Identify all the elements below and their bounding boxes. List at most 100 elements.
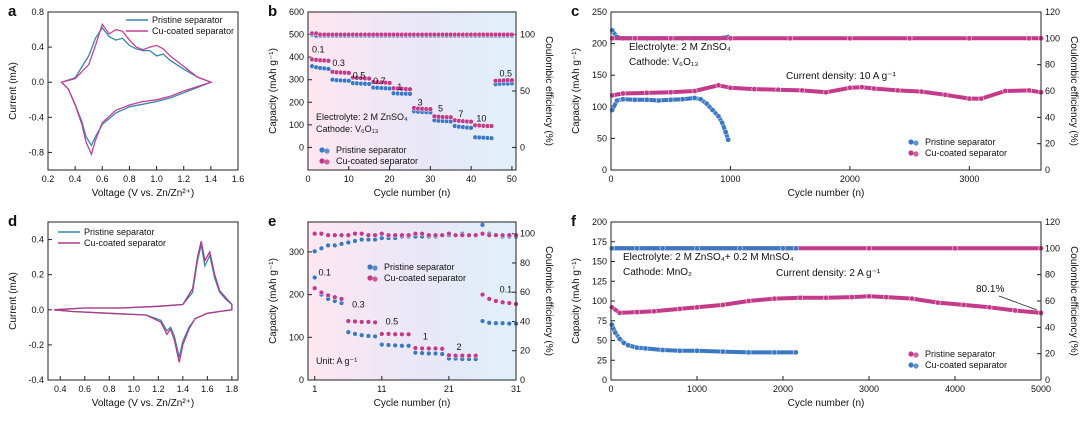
data-point	[620, 96, 626, 103]
data-point	[847, 84, 853, 91]
legend-label: Pristine separator	[336, 145, 407, 155]
y-tick-label: 200	[592, 217, 607, 227]
data-point	[745, 349, 752, 356]
data-point	[952, 245, 958, 252]
plot-frame	[47, 11, 239, 171]
data-point	[499, 299, 506, 305]
data-point	[325, 66, 332, 72]
rate-label: 0.5	[500, 68, 513, 78]
x-tick-label: 1.4	[177, 384, 190, 394]
y-axis-label: Capacity (mAh g⁻¹)	[571, 258, 582, 344]
y-tick-label: 200	[289, 290, 304, 300]
data-point	[386, 80, 393, 86]
data-point	[325, 242, 331, 249]
y-tick-label: 400	[289, 52, 304, 62]
y-tick-label: 50	[597, 336, 607, 346]
data-point	[439, 232, 445, 238]
data-point	[352, 331, 358, 337]
y2-tick-label: 80	[1045, 270, 1055, 280]
x-tick-label: 0.4	[54, 384, 67, 394]
x-tick-label: 1.0	[150, 174, 163, 184]
series-line	[60, 26, 213, 147]
x-tick-label: 3000	[959, 174, 979, 184]
legend-label: Cu-coated separator	[84, 238, 166, 248]
legend-label: Pristine separator	[925, 137, 996, 147]
legend-swatch	[319, 147, 325, 153]
y-tick-label: 0.8	[31, 7, 44, 17]
y-tick-label: 200	[289, 97, 304, 107]
y-tick-label: -0.4	[28, 375, 44, 385]
data-point	[506, 232, 512, 238]
x-tick-label: 20	[385, 174, 395, 184]
panel-label: c	[571, 3, 579, 20]
y-tick-label: 175	[592, 237, 607, 247]
rate-label: 0.7	[373, 76, 386, 86]
annotation: Cathode: V₆O₁₃	[629, 57, 698, 68]
rate-label: 10	[476, 113, 486, 123]
y2-tick-label: 0	[520, 142, 525, 152]
y2-tick-label: 0	[1045, 165, 1050, 175]
data-point	[986, 304, 993, 311]
rate-label: 0.5	[353, 71, 366, 81]
data-point	[493, 320, 499, 326]
data-point	[372, 319, 378, 326]
y-tick-label: 0.2	[31, 270, 44, 280]
y-tick-label: -0.4	[28, 112, 44, 122]
x-tick-label: 0.2	[42, 174, 55, 184]
data-point	[609, 27, 616, 34]
data-point	[866, 293, 872, 300]
data-point	[426, 350, 432, 357]
panel-label: b	[268, 3, 277, 20]
data-point	[365, 319, 372, 325]
data-point	[715, 113, 722, 120]
data-point	[346, 78, 352, 84]
annotation: Cathode: V₆O₁₃	[316, 124, 379, 134]
data-point	[405, 343, 412, 349]
x-tick-label: 40	[466, 174, 476, 184]
x-tick-label: 21	[444, 384, 454, 394]
data-point	[479, 231, 486, 237]
data-point	[960, 302, 967, 308]
data-point	[858, 84, 865, 91]
data-point	[332, 232, 338, 238]
data-point	[419, 350, 425, 356]
data-point	[506, 300, 512, 306]
y2-tick-label: 100	[1045, 243, 1060, 253]
data-point	[486, 320, 492, 326]
y2-tick-label: 120	[1045, 7, 1060, 17]
data-point	[667, 35, 674, 42]
y2-tick-label: 100	[1045, 33, 1060, 43]
x-tick-label: 1.4	[205, 174, 218, 184]
data-point	[345, 318, 351, 324]
x-tick-label: 5000	[1031, 384, 1051, 394]
data-point	[488, 123, 495, 129]
data-point	[448, 114, 454, 120]
data-point	[725, 136, 731, 143]
plot-frame	[307, 11, 517, 171]
legend-label: Pristine separator	[384, 262, 455, 272]
data-point	[848, 294, 855, 300]
x-tick-label: 1.2	[152, 384, 165, 394]
y2-tick-label: 0	[520, 375, 525, 385]
data-point	[352, 238, 358, 244]
data-point	[643, 96, 650, 103]
y-tick-label: 200	[592, 39, 607, 49]
data-point	[934, 299, 941, 306]
y-tick-label: 75	[597, 316, 607, 326]
rate-label: 5	[438, 103, 443, 113]
series-line	[60, 22, 213, 157]
data-point	[407, 91, 413, 97]
data-point	[318, 245, 325, 251]
x-axis-label: Cycle number (n)	[788, 188, 865, 199]
data-point	[691, 88, 698, 94]
y-tick-label: 250	[592, 7, 607, 17]
x-tick-label: 0.6	[96, 174, 109, 184]
x-axis-label: Voltage (V vs. Zn/Zn²⁺)	[92, 398, 195, 409]
legend-swatch	[908, 150, 914, 156]
x-tick-label: 30	[425, 174, 435, 184]
y-tick-label: 100	[289, 332, 304, 342]
y2-tick-label: 0	[1045, 375, 1050, 385]
data-point	[479, 318, 486, 324]
y2-axis-label: Coulombic efficiency (%)	[543, 36, 554, 146]
data-point	[918, 88, 925, 95]
